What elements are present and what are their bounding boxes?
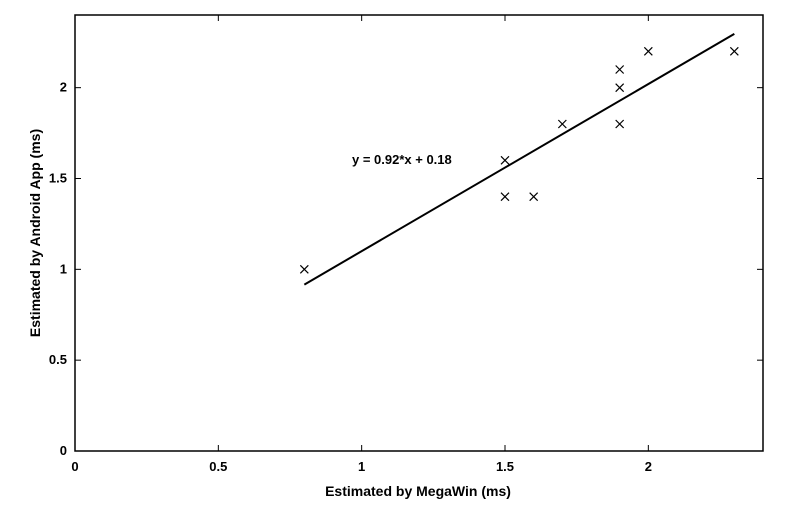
data-point [643,46,653,56]
data-point [557,119,567,129]
data-point [615,65,625,74]
fit-line [303,33,735,286]
x-tick-label: 0.5 [209,459,227,474]
plot-area [74,14,764,452]
y-tick-label: 1 [60,261,67,276]
data-point [500,155,510,165]
data-points [299,46,739,274]
y-tick-label: 0 [60,443,67,458]
data-point [615,83,625,93]
y-tick-label: 1.5 [49,171,67,186]
fit-equation-label: y = 0.92*x + 0.18 [352,152,452,167]
x-tick-label: 0 [71,459,78,474]
fit-line-group [303,33,735,286]
data-point [299,264,309,274]
y-tick-label: 2 [60,80,67,95]
ticks [74,15,763,452]
data-point [529,192,539,202]
y-axis-label: Estimated by Android App (ms) [27,129,43,337]
x-tick-label: 1.5 [496,459,514,474]
y-tick-label: 0.5 [49,352,67,367]
data-point [615,119,625,129]
x-tick-label: 2 [645,459,652,474]
x-axis-label: Estimated by MegaWin (ms) [325,483,511,499]
tick-labels: 0 0.5 1 1.5 2 0 0.5 1 1.5 2 [49,80,652,474]
data-point [500,192,510,202]
data-point [729,46,739,56]
x-tick-label: 1 [358,459,365,474]
